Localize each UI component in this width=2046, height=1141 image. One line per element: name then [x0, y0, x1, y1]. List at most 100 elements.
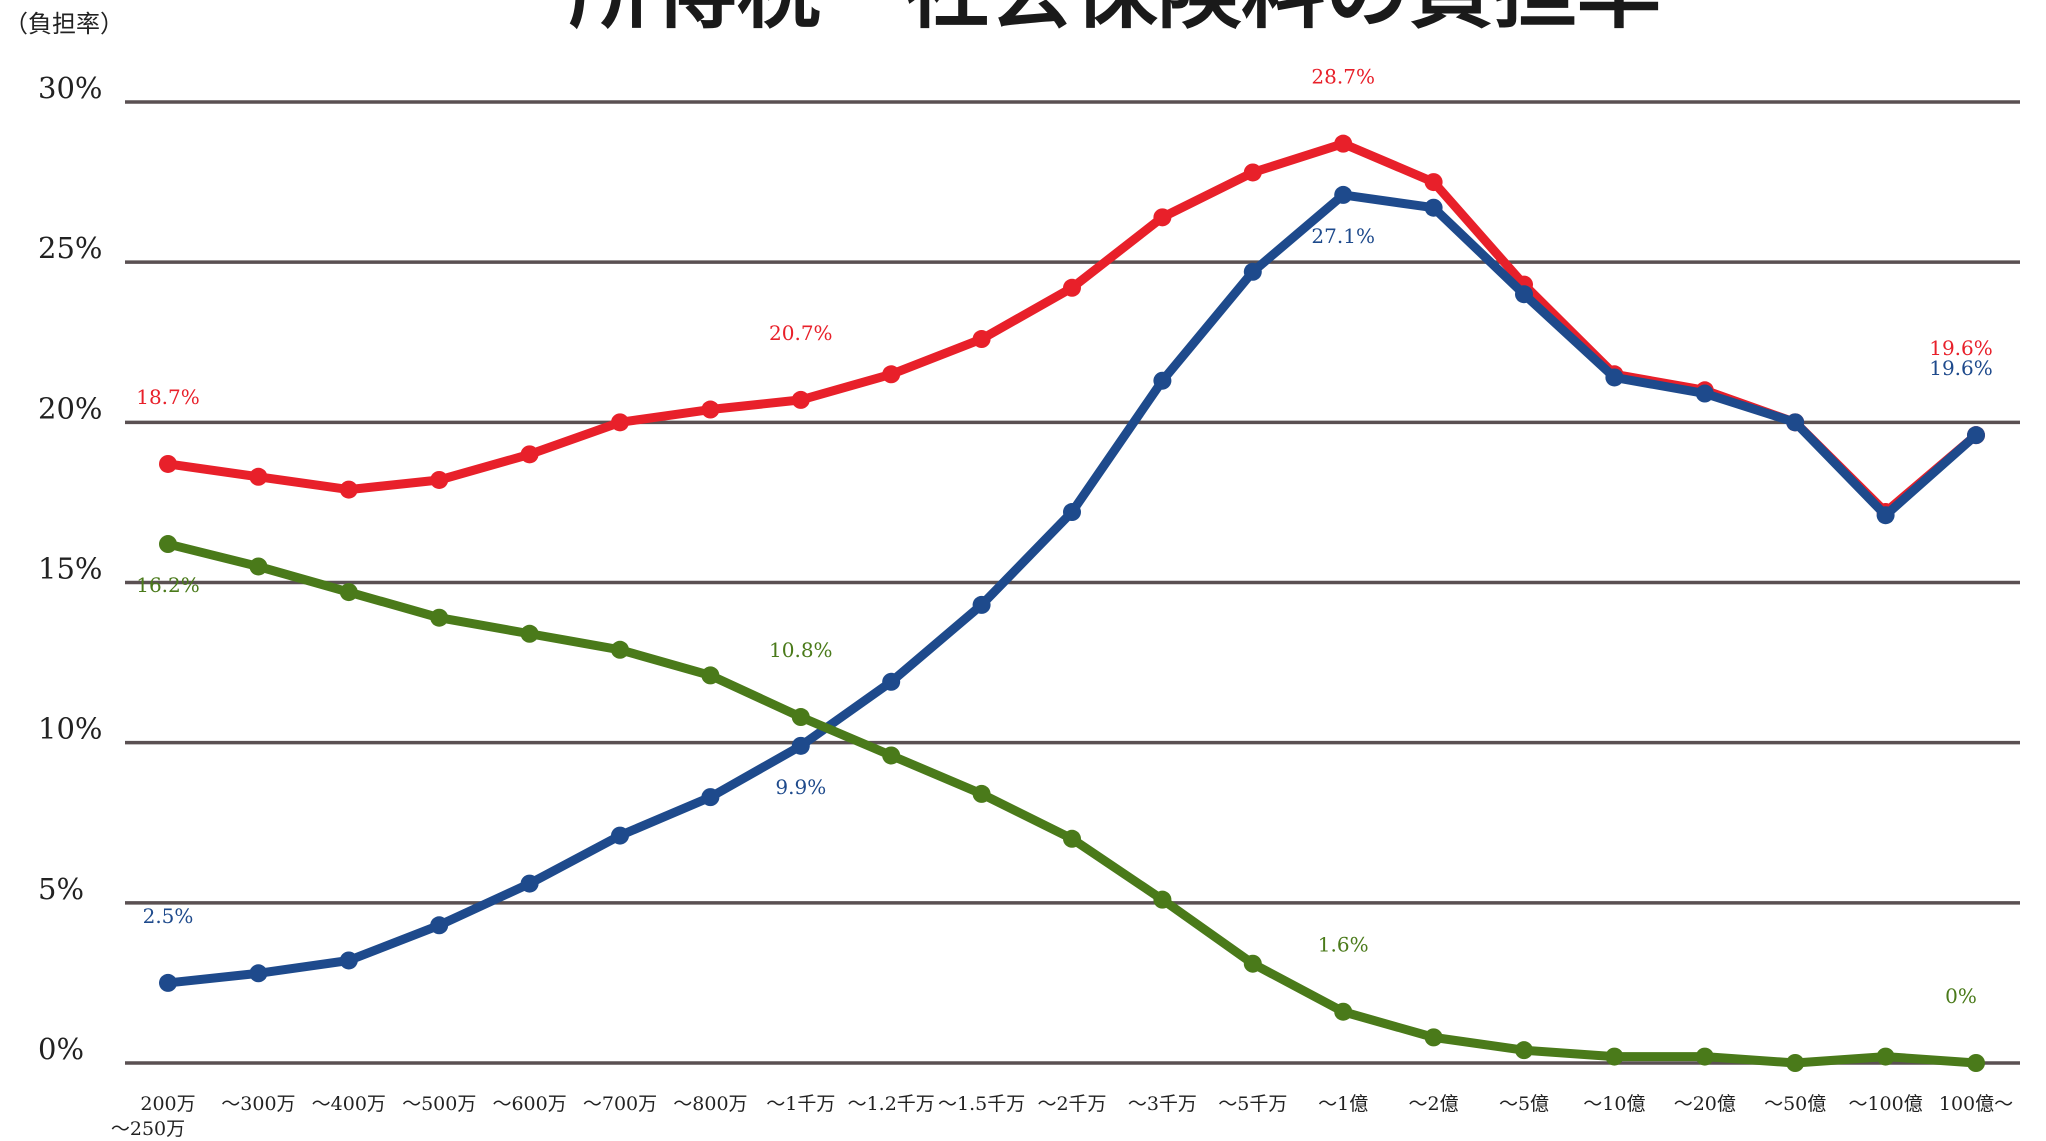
series-line — [163, 139, 1981, 517]
x-tick-label: ～500万 — [402, 1093, 476, 1115]
data-point — [1424, 173, 1443, 192]
x-tick-label: ～700万 — [583, 1093, 657, 1115]
data-point — [882, 365, 901, 384]
grid-lines — [125, 100, 2020, 1065]
y-axis-ticks: 0% 5% 10% 15% 20% 25% 30% — [38, 71, 102, 1066]
x-tick-label: ～1千万 — [766, 1093, 835, 1115]
data-point — [701, 788, 720, 807]
data-point — [791, 390, 810, 409]
series-1 — [159, 185, 1985, 992]
data-point — [159, 454, 177, 473]
data-point — [1153, 890, 1172, 909]
data-point — [430, 470, 449, 489]
data-point — [1515, 285, 1533, 304]
data-point — [1243, 954, 1262, 973]
y-tick-label: 5% — [38, 872, 84, 906]
data-point — [611, 826, 629, 845]
series-group — [159, 134, 1985, 1072]
data-point — [1695, 1047, 1714, 1066]
x-axis-ticks: 200万 ～300万 ～400万 ～500万 ～600万 ～700万 ～800万 ～1千万 ～1… — [111, 1093, 2013, 1140]
y-tick-label: 15% — [38, 552, 102, 586]
x-tick-label: ～1億 — [1318, 1093, 1368, 1115]
data-point — [1334, 1002, 1353, 1021]
data-point — [249, 964, 268, 983]
data-label: 10.8% — [769, 638, 833, 662]
data-point — [520, 874, 539, 893]
y-tick-label: 0% — [38, 1032, 84, 1066]
x-tick-label: ～20億 — [1674, 1093, 1736, 1115]
data-point — [1334, 185, 1353, 204]
x-tick-label: ～100億 — [1848, 1093, 1922, 1115]
x-tick-label: ～10億 — [1583, 1093, 1645, 1115]
x-tick-label: ～300万 — [221, 1093, 295, 1115]
data-point — [339, 583, 358, 602]
x-tick-label: ～5億 — [1499, 1093, 1549, 1115]
data-label: 0% — [1945, 984, 1977, 1008]
x-tick-label: ～2千万 — [1037, 1093, 1106, 1115]
data-point — [1153, 208, 1172, 227]
data-point — [1153, 371, 1172, 390]
data-point — [1967, 1054, 1985, 1072]
data-label: 20.7% — [769, 321, 833, 345]
data-label: 2.5% — [143, 904, 194, 928]
data-point — [430, 916, 449, 935]
series-line — [163, 190, 1981, 988]
data-point — [972, 595, 991, 614]
data-point — [1243, 163, 1262, 182]
data-point — [791, 708, 810, 727]
data-point — [701, 400, 720, 419]
data-point — [882, 672, 901, 691]
data-point — [611, 640, 629, 659]
data-point — [1063, 503, 1081, 522]
data-point — [159, 973, 177, 992]
y-tick-label: 30% — [38, 71, 102, 105]
series-2 — [159, 535, 1985, 1072]
data-label: 1.6% — [1318, 933, 1369, 957]
data-point — [249, 467, 268, 486]
data-point — [520, 445, 539, 464]
data-point — [1876, 1047, 1895, 1066]
data-point — [972, 784, 991, 803]
data-point — [1605, 368, 1624, 387]
x-tick-label: ～3千万 — [1128, 1093, 1197, 1115]
data-point — [1424, 198, 1443, 217]
data-point — [1334, 134, 1353, 153]
x-tick-label: ～50億 — [1764, 1093, 1826, 1115]
data-point — [339, 480, 358, 499]
y-tick-label: 25% — [38, 231, 102, 265]
data-label: 16.2% — [136, 573, 200, 597]
x-tick-label: ～1.5千万 — [938, 1093, 1025, 1115]
data-label: 19.6% — [1929, 356, 1993, 380]
x-tick-label: ～5千万 — [1218, 1093, 1287, 1115]
data-point — [972, 330, 991, 349]
data-label: 18.7% — [136, 385, 200, 409]
data-point — [1063, 829, 1081, 848]
data-point — [1515, 1041, 1533, 1060]
data-point — [249, 557, 268, 576]
data-point — [1063, 278, 1081, 297]
y-tick-label: 20% — [38, 391, 102, 425]
x-tick-label: ～800万 — [673, 1093, 747, 1115]
data-point — [1876, 506, 1895, 525]
data-point — [701, 666, 720, 685]
x-tick-label: ～600万 — [492, 1093, 566, 1115]
data-label: 19.6% — [1929, 336, 1993, 360]
x-tick-label: ～400万 — [312, 1093, 386, 1115]
data-point — [1605, 1047, 1624, 1066]
x-tick-label: ～2億 — [1409, 1093, 1459, 1115]
data-label: 28.7% — [1311, 65, 1375, 89]
y-tick-label: 10% — [38, 712, 102, 746]
data-point — [1786, 1054, 1805, 1072]
data-point — [611, 413, 629, 432]
x-tick-label: 100億～ — [1939, 1093, 2013, 1115]
data-point — [1695, 384, 1714, 403]
data-point — [159, 535, 177, 554]
data-label: 27.1% — [1311, 224, 1375, 248]
data-point — [1967, 426, 1985, 445]
y-axis-label: （負担率） — [4, 10, 124, 38]
data-point — [520, 624, 539, 643]
data-point — [882, 746, 901, 765]
data-point — [1786, 413, 1805, 432]
data-point — [430, 608, 449, 627]
